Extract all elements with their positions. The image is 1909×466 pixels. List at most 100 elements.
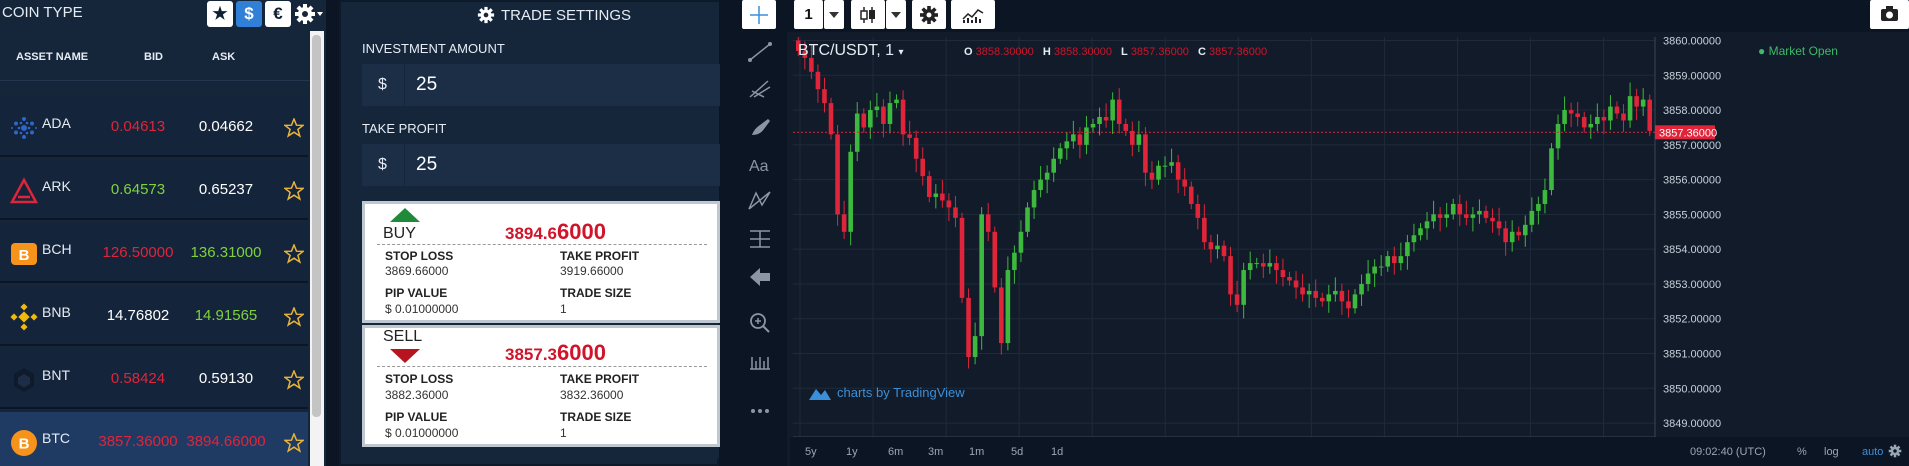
- chart-type-button[interactable]: [851, 0, 885, 29]
- chart-symbol-label: BTC/USDT, 1: [798, 42, 895, 59]
- sell-trade-size-label: TRADE SIZE: [560, 410, 632, 424]
- candle-body: [1044, 172, 1050, 180]
- price-chart[interactable]: 3860.00000 3859.00000 3858.00000 3857.00000…: [793, 37, 1909, 466]
- interval-button[interactable]: 1: [794, 0, 823, 29]
- crosshair-tool-button[interactable]: [742, 0, 776, 29]
- asset-row-ada[interactable]: ADA 0.04613 0.04662: [0, 97, 308, 157]
- asset-bid: 14.76802: [106, 307, 170, 324]
- candle-body: [1647, 99, 1653, 131]
- candle-body: [1319, 297, 1325, 302]
- column-ask: ASK: [212, 51, 236, 63]
- chart-settings-button[interactable]: [912, 0, 946, 29]
- investment-amount-value[interactable]: 25: [416, 74, 438, 95]
- candle-body: [1110, 99, 1115, 121]
- asset-row-btc[interactable]: B BTC 3857.36000 3894.66000: [0, 412, 308, 466]
- candle-body: [881, 106, 886, 124]
- text-tool-icon[interactable]: Aa: [746, 153, 774, 177]
- brush-icon[interactable]: [746, 115, 774, 139]
- candle-body: [1241, 270, 1246, 305]
- sell-trade-size-value: 1: [560, 426, 567, 440]
- chart-top-toolbar: 1: [738, 0, 1909, 32]
- chart-type-dropdown[interactable]: [886, 0, 906, 29]
- asset-row-ark[interactable]: ARK 0.64573 0.65237: [0, 160, 308, 220]
- more-tools-icon[interactable]: [746, 399, 774, 423]
- y-tick-label: 3851.00000: [1663, 349, 1721, 361]
- coin-settings-button[interactable]: [292, 0, 326, 28]
- pitchfork-icon[interactable]: [746, 77, 774, 101]
- candle-body: [1529, 210, 1535, 225]
- y-tick-label: 3850.00000: [1663, 383, 1721, 395]
- range-3m[interactable]: 3m: [928, 446, 944, 458]
- candle-body: [959, 217, 965, 298]
- range-1d[interactable]: 1d: [1051, 446, 1064, 458]
- favorite-star-icon[interactable]: [284, 433, 304, 453]
- measure-icon[interactable]: [746, 227, 774, 251]
- arrow-left-icon[interactable]: [746, 265, 774, 289]
- coin-panel: COIN TYPE ★ $ € ASSET NAME BID ASK ADA: [0, 0, 326, 466]
- range-5d[interactable]: 5d: [1011, 446, 1024, 458]
- range-1m[interactable]: 1m: [969, 446, 985, 458]
- take-profit-value[interactable]: 25: [416, 154, 438, 175]
- asset-row-bnt[interactable]: BNT 0.58424 0.59130: [0, 349, 308, 409]
- take-profit-field[interactable]: $ 25: [362, 144, 720, 186]
- candle-body: [940, 193, 945, 201]
- ohlc-close: 3857.36000: [1209, 46, 1268, 58]
- svg-text:B: B: [19, 436, 30, 453]
- candle-body: [835, 134, 840, 215]
- percent-scale-toggle[interactable]: %: [1797, 446, 1807, 458]
- auto-scale-toggle[interactable]: auto: [1862, 446, 1884, 458]
- sell-card[interactable]: SELL 3857.36000 STOP LOSS 3882.36000 TAK…: [362, 325, 720, 447]
- buy-trade-size-value: 1: [560, 302, 567, 316]
- ohlc-readout: O 3858.30000 H 3858.30000 L 3857.36000 C…: [964, 46, 1267, 58]
- favorite-star-icon[interactable]: [284, 118, 304, 138]
- investment-amount-field[interactable]: $ 25: [362, 64, 720, 106]
- field-divider: [404, 144, 405, 186]
- candle-body: [1025, 207, 1030, 232]
- chart-symbol[interactable]: BTC/USDT, 1 ▾: [798, 42, 904, 60]
- candle-body: [1084, 127, 1089, 145]
- log-scale-toggle[interactable]: log: [1824, 446, 1839, 458]
- gear-icon: [295, 4, 315, 24]
- favorite-star-icon[interactable]: [284, 307, 304, 327]
- favorite-star-icon[interactable]: [284, 181, 304, 201]
- tradingview-watermark[interactable]: charts by TradingView: [809, 385, 965, 400]
- pattern-icon[interactable]: [746, 189, 774, 213]
- range-6m[interactable]: 6m: [888, 446, 904, 458]
- gear-icon: [477, 6, 495, 24]
- candle-body: [1490, 217, 1495, 222]
- asset-list-scroll-thumb[interactable]: [312, 35, 321, 417]
- y-tick-label: 3856.00000: [1663, 175, 1721, 187]
- buy-price-main: 3894.6: [505, 224, 557, 243]
- bitcoin-icon: B: [11, 430, 37, 456]
- interval-dropdown[interactable]: [824, 0, 844, 29]
- asset-row-bnb[interactable]: BNB 14.76802 14.91565: [0, 286, 308, 346]
- trend-line-icon[interactable]: [746, 40, 774, 64]
- indicators-button[interactable]: [951, 0, 995, 29]
- ohlc-low-label: L: [1121, 46, 1128, 58]
- favorite-star-icon[interactable]: [284, 244, 304, 264]
- candle-body: [1562, 110, 1567, 124]
- y-tick-label: 3854.00000: [1663, 244, 1721, 256]
- range-1y[interactable]: 1y: [846, 446, 858, 458]
- candle-body: [1470, 214, 1476, 218]
- candle-body: [1378, 266, 1384, 268]
- candle-body: [1038, 179, 1043, 191]
- favorite-star-icon[interactable]: [284, 370, 304, 390]
- candle-body: [1411, 235, 1417, 243]
- favorites-filter-button[interactable]: ★: [207, 1, 233, 27]
- asset-row-bch[interactable]: B BCH 126.50000 136.31000: [0, 223, 308, 283]
- zoom-icon[interactable]: [746, 311, 774, 335]
- eur-filter-button[interactable]: €: [265, 1, 291, 27]
- range-5y[interactable]: 5y: [805, 446, 817, 458]
- gear-icon[interactable]: [1888, 444, 1902, 458]
- snapshot-button[interactable]: [1870, 0, 1909, 29]
- candle-body: [1234, 294, 1240, 305]
- sell-stop-loss-label: STOP LOSS: [385, 372, 454, 386]
- buy-card[interactable]: BUY 3894.66000 STOP LOSS 3869.66000 TAKE…: [362, 201, 720, 323]
- chevron-down-icon: [829, 11, 839, 18]
- candle-body: [1509, 231, 1515, 243]
- ruler-icon[interactable]: [746, 349, 774, 373]
- candle-body: [809, 57, 814, 72]
- usd-filter-button[interactable]: $: [236, 1, 262, 27]
- candle-body: [1398, 256, 1404, 264]
